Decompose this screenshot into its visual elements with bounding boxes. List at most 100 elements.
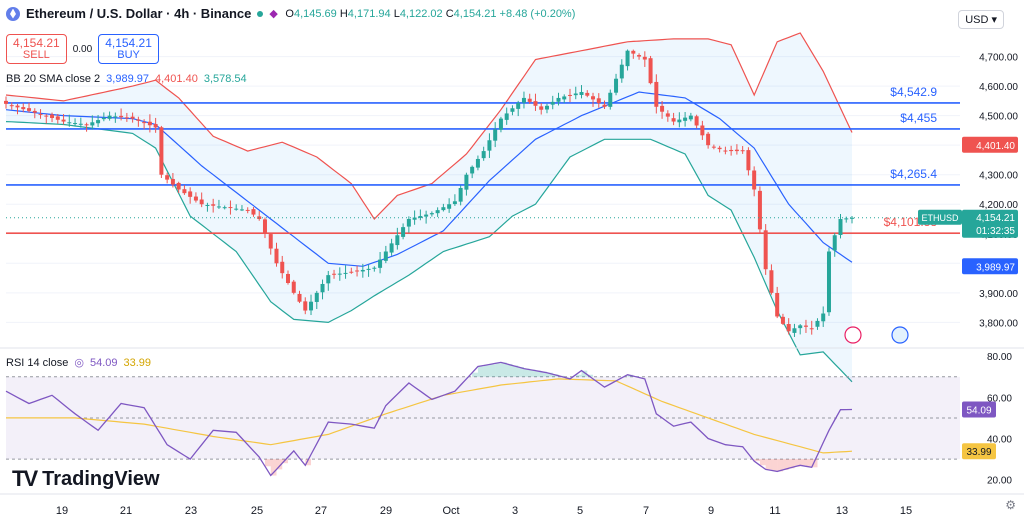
candle-body [706, 133, 711, 146]
buy-button[interactable]: 4,154.21 BUY [98, 34, 159, 64]
candle-body [355, 270, 360, 272]
settings-icon[interactable]: ⚙ [1005, 498, 1016, 512]
candle-body [360, 269, 365, 272]
candle-body [694, 116, 699, 126]
candle-body [631, 50, 636, 54]
rsi-band-fill [6, 376, 960, 460]
rsi-ma-value: 33.99 [123, 356, 152, 369]
candle-body [614, 78, 619, 93]
price-axis-label: 4,300.00 [979, 171, 1018, 182]
candle-body [44, 115, 49, 117]
candle-body [245, 209, 250, 211]
rsi-oversold-fill [765, 459, 772, 470]
candle-body [573, 93, 578, 96]
bollinger-legend[interactable]: BB 20 SMA close 2 3,989.97 4,401.40 3,57… [6, 73, 247, 85]
candle-body [723, 150, 728, 152]
candle-body [15, 105, 20, 108]
candle-body [677, 119, 682, 123]
candle-body [665, 113, 670, 117]
last-price-badge [962, 209, 1018, 238]
candle-body [803, 325, 808, 327]
candle-body [268, 234, 273, 249]
buy-price: 4,154.21 [105, 36, 152, 50]
spread-value: 0.00 [72, 43, 93, 55]
price-axis-label: 3,800.00 [979, 318, 1018, 329]
candle-body [452, 201, 457, 205]
candle-body [510, 108, 515, 112]
candle-body [211, 204, 216, 206]
bb-label: BB 20 SMA close 2 [6, 73, 101, 85]
candle-body [84, 124, 89, 126]
sell-button[interactable]: 4,154.21 SELL [6, 34, 67, 64]
bollinger-basis-line [5, 91, 853, 267]
rsi-overbought-fill [529, 369, 536, 377]
rsi-eye-icon: ◎ [74, 357, 84, 369]
candle-body [775, 293, 780, 317]
time-axis-label: 13 [836, 505, 848, 517]
candle-body [199, 199, 204, 205]
candle-body [493, 129, 498, 141]
rsi-value: 54.09 [89, 356, 118, 369]
candle-body [228, 207, 233, 209]
price-axis-label: 4,500.00 [979, 112, 1018, 123]
candle-body [441, 207, 446, 211]
candle-body [378, 259, 383, 268]
candle-body [309, 301, 314, 311]
high-value: 4,171.94 [347, 7, 391, 20]
rsi-overbought-fill [500, 362, 507, 377]
countdown-badge-text: 01:32:35 [976, 226, 1015, 237]
candle-body [234, 208, 239, 210]
candle-body [280, 261, 285, 274]
symbol-title[interactable]: Ethereum / U.S. Dollar · 4h · Binance [26, 6, 252, 21]
candle-body [579, 92, 584, 95]
rsi-overbought-fill [506, 363, 513, 377]
currency-selector[interactable]: USD ▾ [958, 10, 1004, 29]
candle-body [38, 113, 43, 115]
candle-body [239, 209, 244, 211]
time-axis-label: 25 [251, 505, 263, 517]
candle-body [746, 150, 751, 171]
rsi-overbought-fill [512, 365, 519, 377]
candle-body [637, 55, 642, 57]
candle-body [395, 235, 400, 246]
time-axis-label: 19 [56, 505, 68, 517]
rsi-oversold-fill [771, 459, 778, 471]
price-axis-label: 3,900.00 [979, 289, 1018, 300]
trade-panel: 4,154.21 SELL 0.00 4,154.21 BUY [6, 34, 159, 64]
candle-body [487, 140, 492, 151]
candle-body [96, 120, 101, 124]
candle-body [418, 216, 423, 218]
rsi-oversold-fill [759, 459, 766, 466]
candle-body [78, 123, 83, 125]
candle-body [188, 191, 193, 197]
candle-body [119, 115, 124, 118]
candle-body [688, 115, 693, 120]
rsi-value-badge-text: 54.09 [966, 406, 991, 417]
bb-upper-value: 4,401.40 [155, 73, 198, 85]
candle-body [61, 119, 66, 122]
rsi-overbought-fill [477, 366, 484, 377]
time-axis-label: 15 [900, 505, 912, 517]
rsi-legend[interactable]: RSI 14 close ◎ 54.09 33.99 [6, 356, 152, 370]
candle-body [73, 123, 78, 125]
bollinger-band-fill [6, 33, 852, 382]
candle-body [711, 146, 716, 148]
candle-body [660, 105, 665, 112]
candle-body [763, 230, 768, 270]
candle-body [458, 188, 463, 202]
candle-body [717, 147, 722, 150]
rsi-axis-label: 40.00 [987, 435, 1012, 446]
time-axis-label: 7 [643, 505, 649, 517]
event-flash-icon [844, 326, 862, 344]
candle-body [326, 275, 331, 284]
candle-body [447, 204, 452, 209]
rsi-oversold-fill [805, 459, 812, 467]
rsi-oversold-fill [794, 459, 801, 467]
candle-body [533, 101, 538, 106]
tv-logo-icon: TV [12, 466, 38, 491]
rsi-oversold-fill [276, 459, 283, 470]
candle-body [429, 213, 434, 215]
symbol-badge [918, 209, 962, 225]
